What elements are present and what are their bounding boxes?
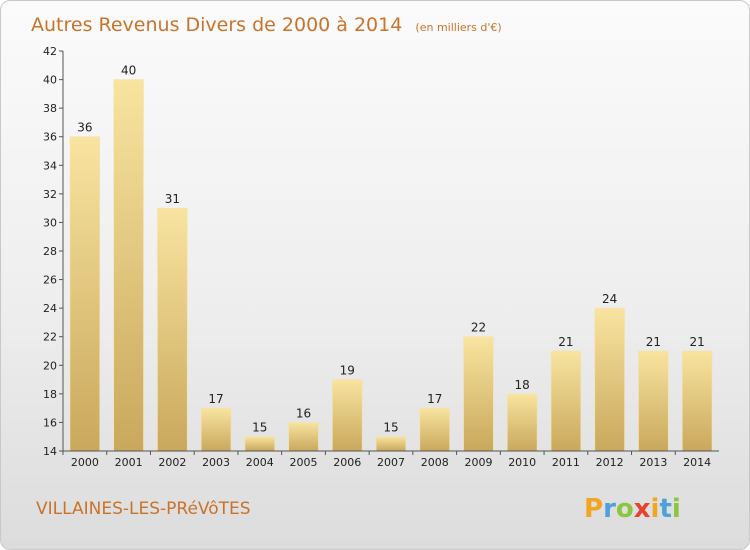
value-label-2004: 15 [252, 421, 267, 435]
logo-letter: t [659, 494, 671, 524]
x-axis: 2000 2001 2002 2003 2004 2005 2006 2007 2008 2009… [62, 450, 719, 469]
value-label-2014: 21 [689, 335, 704, 349]
x-tick-label: 2002 [158, 456, 186, 469]
x-tick-label: 2010 [508, 456, 536, 469]
x-tick-label: 2013 [639, 456, 667, 469]
y-tick-label: 22 [43, 331, 57, 344]
y-tick-label: 18 [43, 388, 57, 401]
x-tick-label: 2011 [552, 456, 580, 469]
commune-name: VILLAINES-LES-PRéVôTES [36, 499, 251, 519]
bar-2000 [69, 136, 101, 452]
value-label-2002: 31 [165, 192, 180, 206]
y-tick-label: 38 [43, 102, 57, 115]
bar-2004 [244, 436, 275, 452]
proxiti-logo: Proxiti [584, 494, 681, 524]
bar-2007 [375, 436, 407, 452]
y-tick-label: 28 [43, 245, 57, 258]
y-tick-label: 30 [43, 216, 57, 229]
chart-title: Autres Revenus Divers de 2000 à 2014 (en… [31, 14, 502, 36]
value-label-2006: 19 [340, 364, 355, 378]
y-tick-label: 20 [43, 359, 57, 372]
logo-letter: x [634, 494, 651, 524]
y-tick-label: 34 [43, 159, 57, 172]
bar-2009 [463, 336, 494, 452]
value-label-2003: 17 [208, 392, 223, 406]
value-label-2008: 17 [427, 392, 442, 406]
x-tick-label: 2003 [202, 456, 230, 469]
chart-title-main: Autres Revenus Divers de 2000 à 2014 [31, 14, 402, 36]
x-tick-label: 2000 [71, 456, 99, 469]
bar-2006 [332, 379, 363, 452]
bar-2005 [288, 422, 319, 452]
y-tick-label: 14 [43, 445, 57, 458]
x-tick-label: 2012 [596, 456, 624, 469]
x-tick-label: 2006 [333, 456, 361, 469]
y-tick-label: 32 [43, 188, 57, 201]
value-label-2005: 16 [296, 406, 311, 420]
bar-2012 [594, 307, 625, 452]
logo-letter: o [616, 494, 634, 524]
x-tick-label: 2007 [377, 456, 405, 469]
y-tick-label: 36 [43, 131, 57, 144]
x-tick-label: 2008 [421, 456, 449, 469]
y-tick-label: 26 [43, 274, 57, 287]
logo-letter: i [672, 494, 681, 524]
y-tick-label: 40 [43, 74, 57, 87]
y-tick-label: 24 [43, 302, 57, 315]
x-tick-label: 2014 [683, 456, 711, 469]
x-tick-label: 2001 [115, 456, 143, 469]
bar-2002 [157, 207, 188, 452]
value-label-2012: 24 [602, 292, 617, 306]
bar-2010 [507, 393, 538, 452]
value-label-2001: 40 [121, 64, 136, 78]
bar-2008 [419, 407, 450, 452]
value-label-2000: 36 [77, 121, 92, 135]
value-label-2011: 21 [558, 335, 573, 349]
value-label-2009: 22 [471, 321, 486, 335]
x-tick-label: 2005 [290, 456, 318, 469]
y-axis: 14 16 18 20 22 24 26 28 30 32 34 36 38 40 42 [43, 45, 64, 458]
value-label-2007: 15 [383, 421, 398, 435]
y-tick-label: 16 [43, 416, 57, 429]
logo-letter: r [603, 494, 616, 524]
x-tick-label: 2004 [246, 456, 274, 469]
bar-2013 [638, 350, 669, 452]
y-tick-label: 42 [43, 45, 57, 58]
bar-2014 [681, 350, 713, 452]
value-label-2013: 21 [646, 335, 661, 349]
bar-2001 [113, 79, 144, 452]
chart-title-unit: (en milliers d'€) [415, 21, 501, 34]
bar-2011 [550, 350, 582, 452]
x-tick-label: 2009 [464, 456, 492, 469]
value-label-2010: 18 [515, 378, 530, 392]
logo-letter: i [651, 494, 660, 524]
bar-2003 [200, 407, 232, 452]
bars: 36 40 31 17 15 16 19 15 17 22 18 21 24 21 21 [69, 64, 713, 452]
logo-letter: P [584, 494, 603, 524]
